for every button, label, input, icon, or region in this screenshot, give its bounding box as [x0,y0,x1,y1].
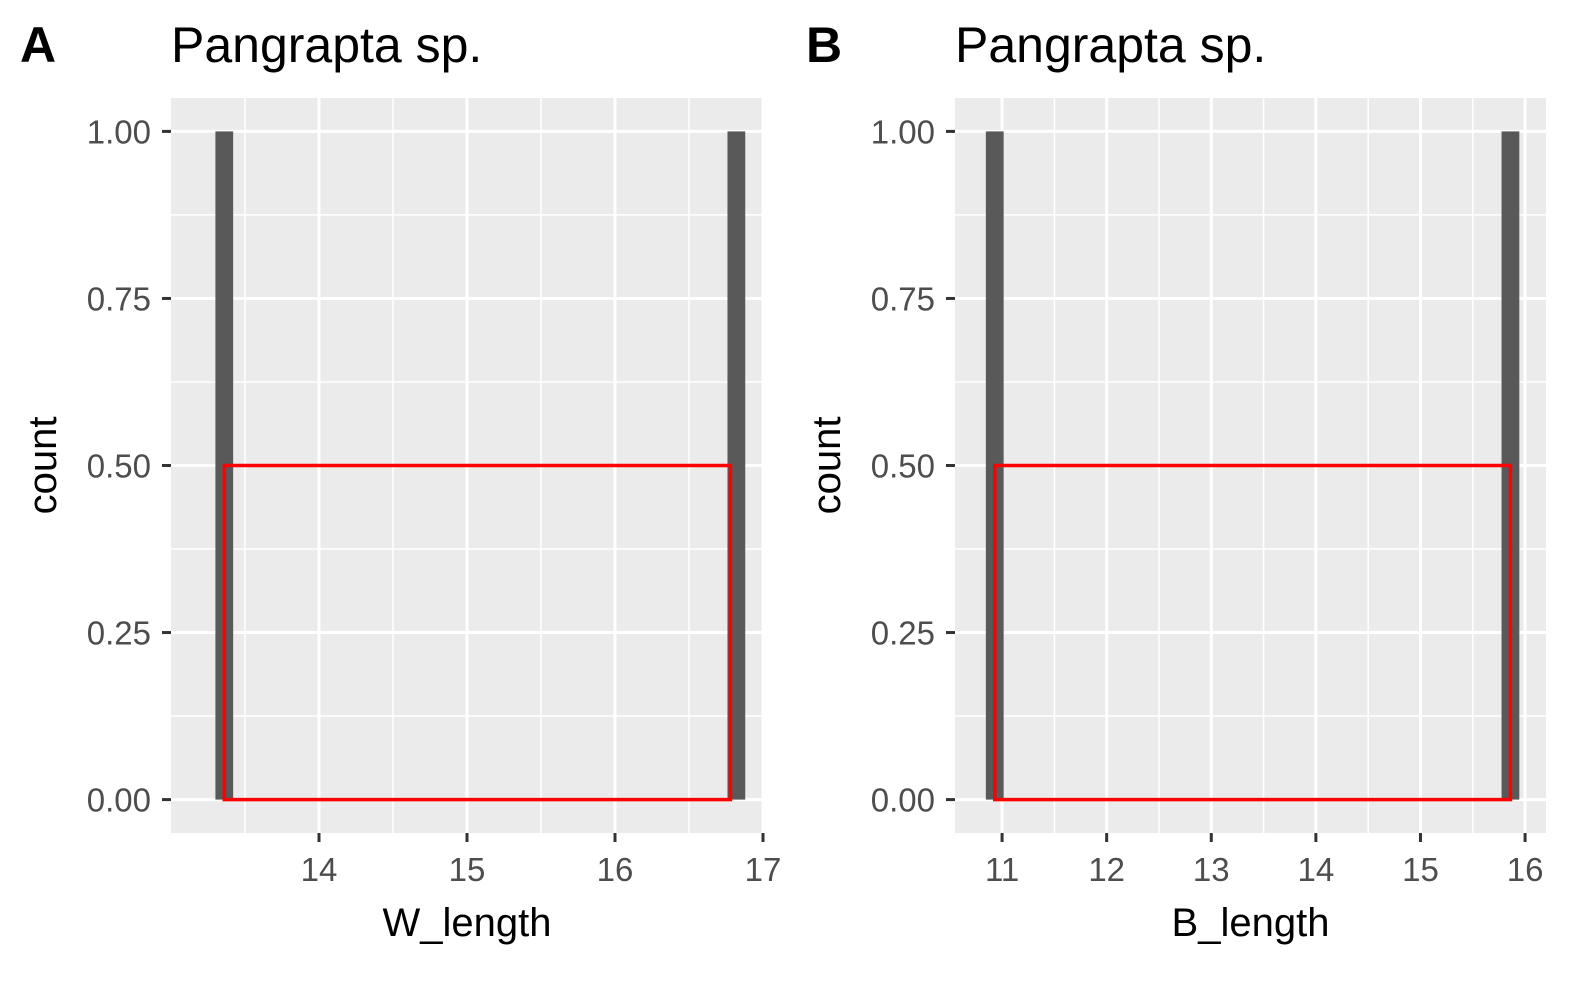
x-tick-label: 16 [597,851,634,888]
y-tick-label: 0.25 [871,615,935,652]
x-tick-label: 17 [745,851,782,888]
panel-tag: B [806,17,842,73]
y-tick-label: 0.25 [87,615,151,652]
y-tick-label: 1.00 [87,113,151,150]
y-tick-label: 0.00 [87,782,151,819]
plot-title: Pangrapta sp. [955,17,1266,73]
x-axis-title: W_length [383,901,552,945]
panel-a: 0.00 0.25 0.50 0.75 1.00 14 15 16 17 W_length coun… [20,17,781,945]
x-tick-label: 12 [1088,851,1125,888]
x-tick-label: 15 [449,851,486,888]
y-tick-label: 0.50 [87,448,151,485]
x-tick-label: 14 [301,851,338,888]
x-tick-label: 11 [985,851,1019,888]
x-tick-label: 15 [1402,851,1439,888]
y-axis-title: count [21,417,65,515]
y-tick-label: 0.00 [871,782,935,819]
panel-tag: A [20,17,56,73]
x-tick-label: 16 [1507,851,1544,888]
x-tick-label: 13 [1193,851,1230,888]
y-axis-title: count [805,417,849,515]
x-tick-label: 14 [1298,851,1335,888]
y-tick-label: 0.50 [871,448,935,485]
y-tick-label: 0.75 [871,280,935,317]
highlight-box [222,463,733,802]
plot-title: Pangrapta sp. [171,17,482,73]
panel-b: 0.00 0.25 0.50 0.75 1.00 11 12 13 14 15 16 B_length… [805,17,1546,945]
highlight-box [992,463,1513,802]
y-tick-label: 1.00 [871,113,935,150]
x-axis-title: B_length [1172,901,1330,945]
y-tick-label: 0.75 [87,280,151,317]
